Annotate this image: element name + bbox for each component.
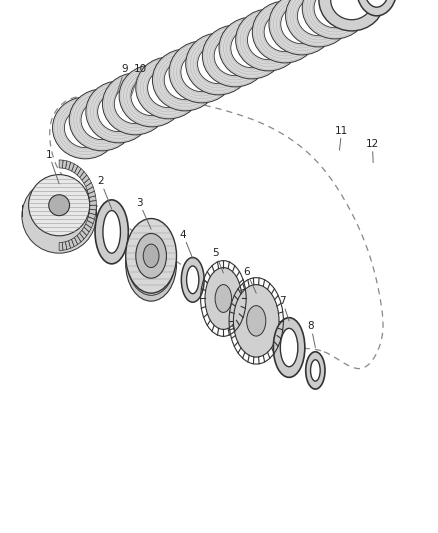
Polygon shape (66, 161, 71, 169)
Text: 3: 3 (136, 198, 151, 229)
Ellipse shape (280, 328, 298, 367)
Ellipse shape (302, 0, 368, 39)
Ellipse shape (136, 57, 201, 119)
Ellipse shape (306, 352, 325, 389)
Ellipse shape (233, 285, 279, 357)
Ellipse shape (247, 305, 266, 336)
Text: 4: 4 (180, 230, 193, 259)
Polygon shape (86, 182, 93, 190)
Text: 10: 10 (131, 64, 147, 96)
Ellipse shape (231, 28, 273, 68)
Ellipse shape (186, 33, 251, 95)
Ellipse shape (81, 100, 123, 140)
Text: 12: 12 (366, 139, 379, 163)
Text: 11: 11 (335, 126, 348, 150)
Ellipse shape (95, 200, 128, 264)
Text: 6: 6 (243, 267, 256, 293)
Polygon shape (88, 213, 95, 219)
Polygon shape (74, 236, 81, 245)
Polygon shape (80, 172, 87, 180)
Polygon shape (90, 205, 96, 210)
Ellipse shape (86, 81, 152, 143)
Ellipse shape (215, 285, 232, 312)
Text: 9: 9 (116, 64, 128, 96)
Ellipse shape (131, 76, 173, 116)
Ellipse shape (152, 49, 218, 111)
Ellipse shape (169, 41, 235, 103)
Ellipse shape (164, 60, 206, 100)
Polygon shape (88, 191, 95, 197)
Ellipse shape (64, 108, 106, 148)
Ellipse shape (247, 20, 290, 60)
Ellipse shape (198, 44, 240, 84)
Ellipse shape (126, 219, 177, 293)
Ellipse shape (69, 89, 135, 151)
Ellipse shape (53, 97, 118, 159)
Ellipse shape (49, 195, 70, 216)
Polygon shape (87, 217, 95, 224)
Text: 2: 2 (97, 176, 112, 209)
Polygon shape (77, 168, 84, 177)
Polygon shape (84, 179, 92, 187)
Ellipse shape (314, 0, 356, 28)
Ellipse shape (281, 4, 323, 44)
Ellipse shape (202, 25, 268, 87)
Ellipse shape (22, 179, 96, 253)
Ellipse shape (319, 0, 385, 31)
Text: 8: 8 (307, 321, 315, 348)
Ellipse shape (28, 175, 90, 236)
Ellipse shape (214, 36, 256, 76)
Ellipse shape (356, 0, 397, 16)
Ellipse shape (264, 12, 306, 52)
Ellipse shape (331, 0, 373, 20)
Ellipse shape (127, 225, 175, 295)
Polygon shape (82, 227, 89, 236)
Polygon shape (80, 230, 87, 239)
Ellipse shape (187, 266, 199, 294)
Polygon shape (89, 196, 96, 201)
Polygon shape (84, 224, 92, 232)
Ellipse shape (273, 318, 305, 377)
Text: 1: 1 (46, 150, 59, 184)
Ellipse shape (136, 233, 166, 278)
Ellipse shape (311, 360, 320, 381)
Ellipse shape (181, 52, 223, 92)
Ellipse shape (103, 211, 120, 253)
Text: 7: 7 (279, 296, 289, 321)
Polygon shape (62, 241, 67, 251)
Polygon shape (59, 160, 63, 168)
Ellipse shape (269, 0, 335, 55)
Polygon shape (62, 160, 67, 169)
Ellipse shape (126, 227, 177, 301)
Polygon shape (82, 175, 89, 183)
Ellipse shape (364, 0, 389, 7)
Ellipse shape (181, 257, 204, 302)
Ellipse shape (252, 1, 318, 63)
Text: 5: 5 (212, 248, 223, 273)
Ellipse shape (205, 268, 242, 329)
Ellipse shape (114, 84, 156, 124)
Ellipse shape (286, 0, 351, 47)
Ellipse shape (143, 244, 159, 268)
Polygon shape (74, 166, 81, 175)
Polygon shape (66, 241, 71, 249)
Ellipse shape (102, 73, 168, 135)
Polygon shape (90, 200, 96, 205)
Polygon shape (71, 238, 78, 247)
Polygon shape (59, 243, 63, 251)
Polygon shape (69, 239, 74, 248)
Polygon shape (71, 164, 78, 173)
Ellipse shape (148, 68, 190, 108)
Ellipse shape (219, 17, 285, 79)
Ellipse shape (297, 0, 339, 36)
Polygon shape (69, 162, 74, 171)
Polygon shape (89, 209, 96, 215)
Polygon shape (77, 233, 84, 242)
Ellipse shape (98, 92, 140, 132)
Polygon shape (87, 187, 95, 193)
Polygon shape (86, 220, 93, 228)
Ellipse shape (236, 9, 301, 71)
Ellipse shape (119, 65, 185, 127)
